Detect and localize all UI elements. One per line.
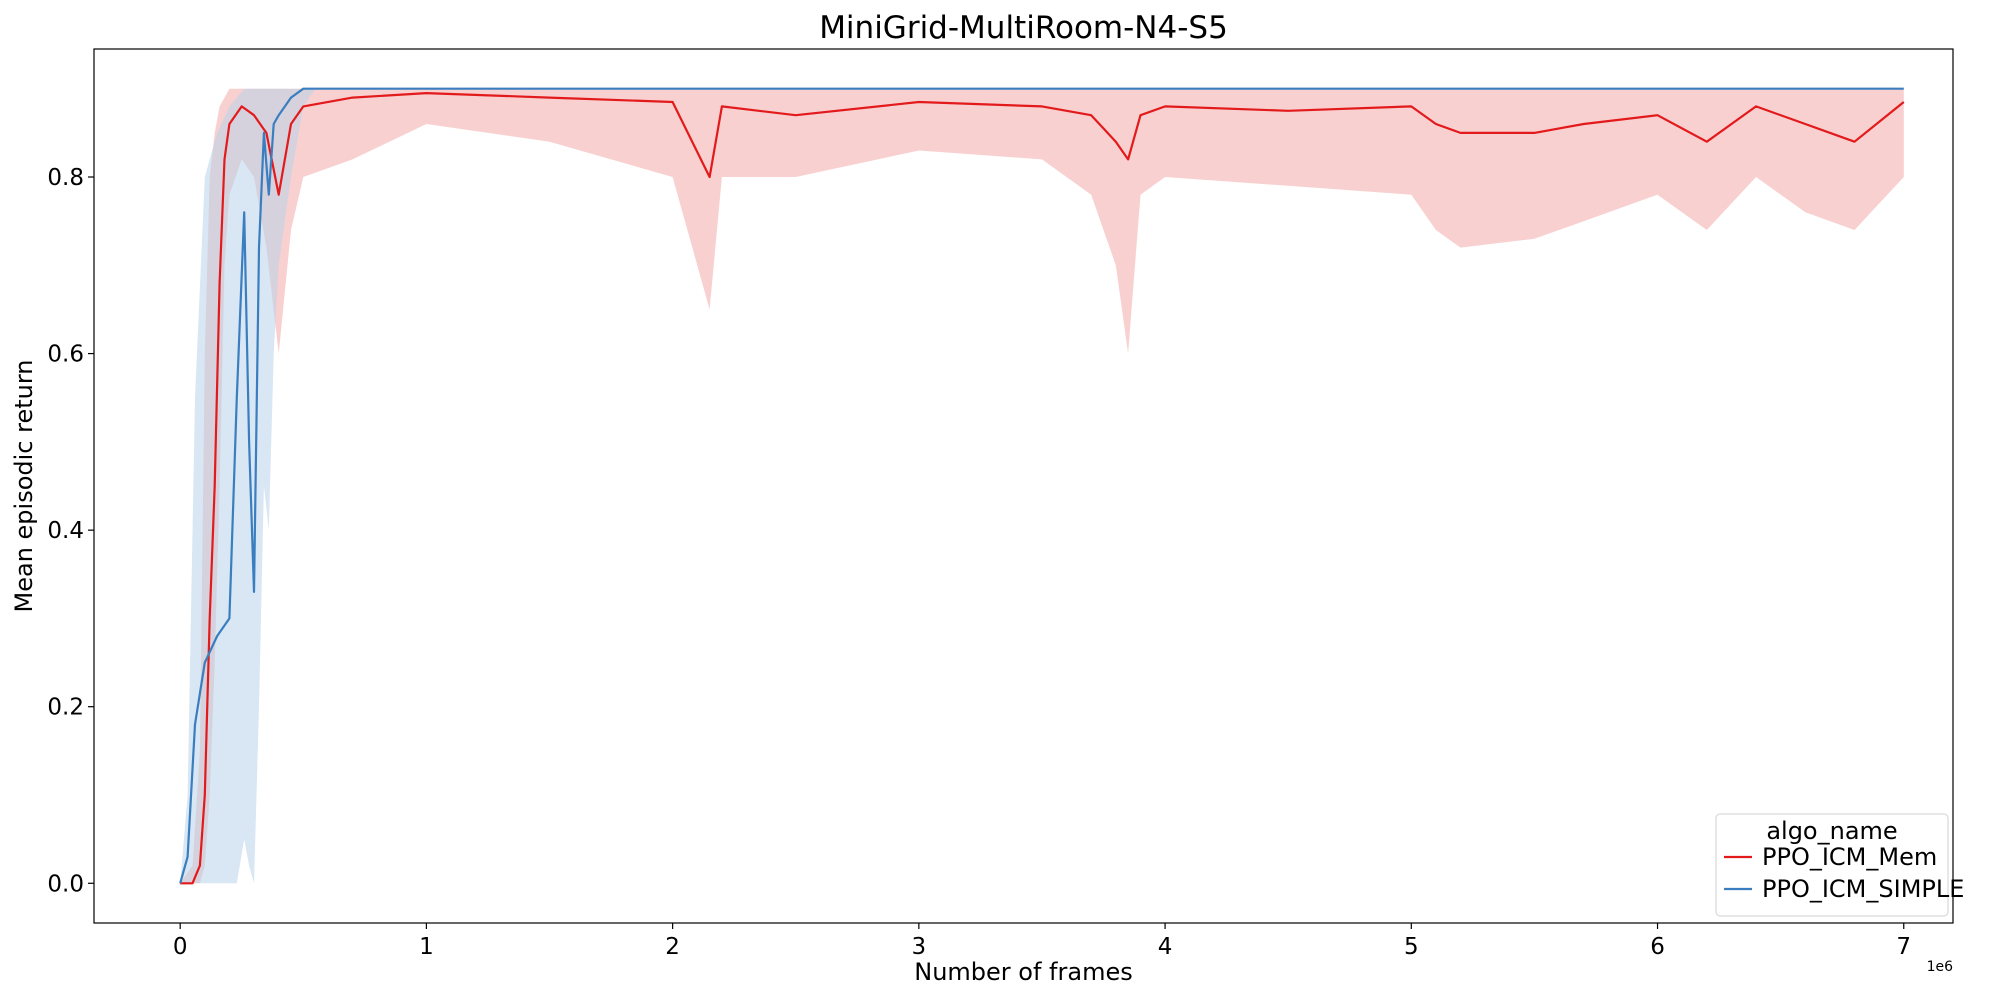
- x-tick-label: 0: [173, 934, 188, 960]
- band-ppo-icm-mem: [180, 88, 1904, 884]
- x-tick-label: 7: [1896, 934, 1911, 960]
- legend-label-ppo-icm-simple: PPO_ICM_SIMPLE: [1762, 875, 1964, 903]
- y-tick-label: 0.6: [47, 342, 84, 368]
- plot-frame: [93, 48, 1954, 924]
- y-tick-label: 0.2: [47, 695, 84, 721]
- series-lines: [179, 87, 1905, 885]
- legend-title: algo_name: [1766, 817, 1897, 845]
- legend-label-ppo-icm-mem: PPO_ICM_Mem: [1762, 843, 1937, 871]
- line-ppo-icm-mem: [180, 91, 1905, 885]
- y-tick-label: 0.8: [47, 165, 84, 191]
- x-axis-label: Number of frames: [914, 958, 1132, 986]
- x-tick-label: 2: [665, 934, 680, 960]
- x-tick-label: 4: [1158, 934, 1173, 960]
- x-tick-label: 3: [912, 934, 927, 960]
- y-axis-ticks: 0.0 0.2 0.4 0.6 0.8: [47, 165, 94, 897]
- x-axis-exponent-label: 1e6: [1927, 959, 1954, 975]
- y-axis-label: Mean episodic return: [10, 360, 38, 613]
- y-tick-label: 0.0: [47, 871, 84, 897]
- line-ppo-icm-simple: [179, 87, 1904, 884]
- legend: algo_name PPO_ICM_Mem PPO_ICM_SIMPLE: [1715, 813, 1964, 917]
- x-tick-label: 6: [1650, 934, 1665, 960]
- y-tick-label: 0.4: [47, 518, 84, 544]
- x-tick-label: 5: [1404, 934, 1419, 960]
- band-ppo-icm-simple: [180, 88, 1904, 884]
- x-tick-label: 1: [419, 934, 434, 960]
- legend-box: [1715, 813, 1949, 917]
- confidence-bands: [180, 88, 1904, 884]
- x-axis-ticks: 0 1 2 3 4 5 6 7: [173, 923, 1911, 960]
- chart-title: MiniGrid-MultiRoom-N4-S5: [819, 10, 1228, 46]
